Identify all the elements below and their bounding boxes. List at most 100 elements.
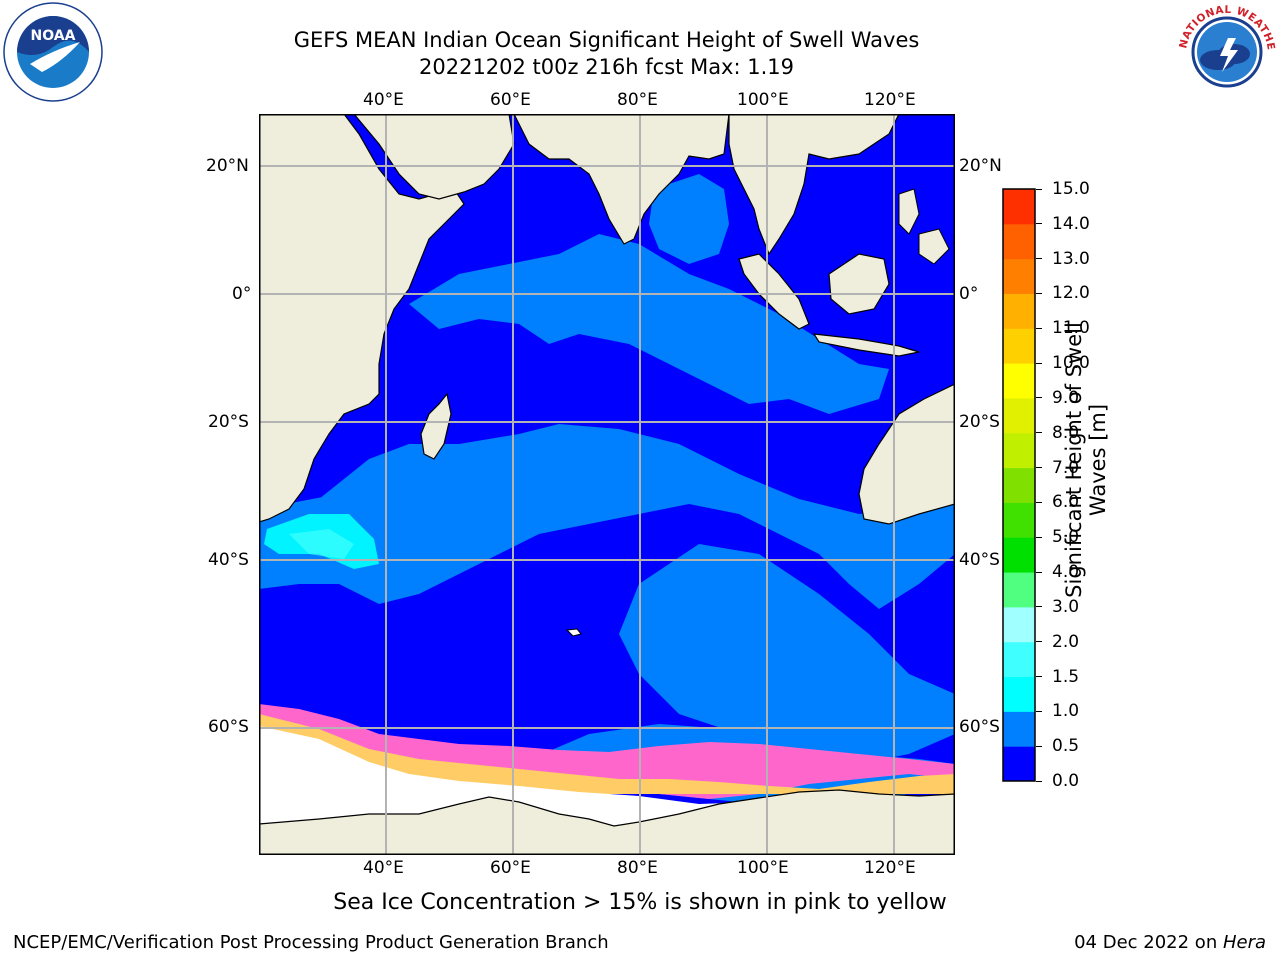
footer-date-text: 04 Dec 2022 on — [1074, 932, 1223, 953]
map-title: GEFS MEAN Indian Ocean Significant Heigh… — [293, 28, 920, 52]
colorbar-tick-label: 7.0 — [1052, 457, 1080, 478]
swell-mid-south-band — [259, 424, 955, 609]
lat-label-left-20s: 20°S — [208, 412, 249, 432]
colorbar-tick-label: 1.0 — [1052, 701, 1080, 722]
colorbar-tick-mark — [1036, 362, 1042, 364]
colorbar-label: Significant Height of Swell Waves [m] — [1062, 265, 1110, 655]
colorbar-segment — [1003, 502, 1035, 538]
colorbar-tick-label: 0.5 — [1052, 736, 1080, 757]
land-borneo — [828, 253, 890, 315]
lat-label-right-60s: 60°S — [959, 717, 1000, 737]
colorbar-segment — [1003, 467, 1035, 503]
colorbar-segment — [1003, 641, 1035, 678]
colorbar-tick-label: 0.0 — [1052, 771, 1080, 791]
lon-label-bottom-120e: 120°E — [864, 858, 916, 878]
lat-label-left-0: 0° — [232, 284, 252, 304]
lat-label-right-0: 0° — [959, 284, 979, 304]
colorbar-tick-label: 12.0 — [1052, 283, 1090, 304]
colorbar-tick-mark — [1036, 606, 1042, 608]
colorbar-segment — [1003, 746, 1035, 782]
colorbar-tick-mark — [1036, 780, 1042, 782]
colorbar-segment — [1003, 432, 1035, 469]
graticule — [259, 114, 955, 855]
colorbar-tick-mark — [1036, 292, 1042, 294]
colorbar-segment — [1003, 397, 1035, 434]
colorbar-segment — [1003, 189, 1035, 225]
colorbar-tick-mark — [1036, 745, 1042, 747]
colorbar-tick-label: 9.0 — [1052, 387, 1080, 408]
colorbar-segment — [1003, 606, 1035, 643]
colorbar-segment — [1003, 572, 1035, 608]
footer-date: 04 Dec 2022 on Hera — [1074, 932, 1266, 953]
colorbar-tick-mark — [1036, 536, 1042, 538]
lon-label-bottom-40e: 40°E — [363, 858, 404, 878]
colorbar-tick-mark — [1036, 432, 1042, 434]
lon-label-bottom-80e: 80°E — [617, 858, 658, 878]
colorbar-label-line1: Significant Height of Swell — [1062, 322, 1086, 598]
map-plot — [259, 114, 955, 855]
colorbar — [1002, 188, 1036, 782]
colorbar-segment — [1003, 293, 1035, 329]
colorbar-tick-mark — [1036, 501, 1042, 503]
colorbar-label-line2: Waves [m] — [1086, 403, 1110, 517]
colorbar-tick-mark — [1036, 327, 1042, 329]
colorbar-tick-label: 8.0 — [1052, 422, 1080, 443]
lon-label-top-60e: 60°E — [490, 90, 531, 110]
colorbar-tick-label: 10.0 — [1052, 353, 1090, 374]
colorbar-segment — [1003, 676, 1035, 712]
map-frame — [259, 114, 955, 855]
colorbar-segment — [1003, 363, 1035, 399]
lon-label-top-80e: 80°E — [617, 90, 658, 110]
colorbar-tick-label: 3.0 — [1052, 596, 1080, 617]
lon-label-bottom-100e: 100°E — [737, 858, 789, 878]
lon-label-top-40e: 40°E — [363, 90, 404, 110]
lat-label-left-60s: 60°S — [208, 717, 249, 737]
colorbar-segment — [1003, 223, 1035, 260]
colorbar-tick-mark — [1036, 258, 1042, 260]
colorbar-tick-label: 2.0 — [1052, 631, 1080, 652]
colorbar-tick-mark — [1036, 676, 1042, 678]
map-subtitle: 20221202 t00z 216h fcst Max: 1.19 — [419, 55, 794, 79]
colorbar-frame — [1002, 188, 1036, 782]
colorbar-tick-label: 6.0 — [1052, 492, 1080, 513]
lon-label-bottom-60e: 60°E — [490, 858, 531, 878]
land-madagascar — [420, 392, 452, 460]
lat-label-right-40s: 40°S — [959, 550, 1000, 570]
land-australia — [858, 383, 955, 525]
colorbar-tick-label: 14.0 — [1052, 213, 1090, 234]
colorbar-segment — [1003, 711, 1035, 747]
colorbar-tick-label: 5.0 — [1052, 527, 1080, 548]
colorbar-tick-label: 4.0 — [1052, 562, 1080, 583]
noaa-logo: NOAA — [3, 2, 103, 102]
colorbar-tick-mark — [1036, 223, 1042, 225]
swell-mid-equatorial — [409, 234, 889, 414]
land-se-asia — [728, 114, 900, 256]
lat-label-right-20n: 20°N — [959, 156, 1002, 176]
swell-mid-north — [649, 174, 729, 264]
colorbar-tick-label: 1.5 — [1052, 666, 1080, 687]
land-antarctica — [259, 789, 955, 855]
colorbar-tick-mark — [1036, 710, 1042, 712]
colorbar-tick-label: 13.0 — [1052, 248, 1090, 269]
swell-mid-southeast — [619, 544, 955, 764]
svg-text:NOAA: NOAA — [31, 28, 76, 44]
sea-ice-caption: Sea Ice Concentration > 15% is shown in … — [333, 890, 947, 915]
colorbar-tick-label: 15.0 — [1052, 179, 1090, 199]
land-africa — [259, 114, 465, 523]
footer-host: Hera — [1222, 932, 1266, 953]
nws-logo: NATIONAL WEATHER SERVICE — [1176, 2, 1276, 100]
lon-label-top-120e: 120°E — [864, 90, 916, 110]
colorbar-tick-mark — [1036, 188, 1042, 190]
lat-label-right-20s: 20°S — [959, 412, 1000, 432]
land-india — [513, 114, 730, 245]
colorbar-tick-mark — [1036, 641, 1042, 643]
land-sumatra — [738, 253, 810, 330]
footer-branch: NCEP/EMC/Verification Post Processing Pr… — [13, 932, 609, 953]
colorbar-segment — [1003, 328, 1035, 364]
colorbar-segment — [1003, 258, 1035, 294]
sea-ice-core — [259, 714, 955, 794]
colorbar-tick-mark — [1036, 397, 1042, 399]
lon-label-top-100e: 100°E — [737, 90, 789, 110]
colorbar-tick-mark — [1036, 571, 1042, 573]
colorbar-tick-label: 11.0 — [1052, 318, 1090, 339]
